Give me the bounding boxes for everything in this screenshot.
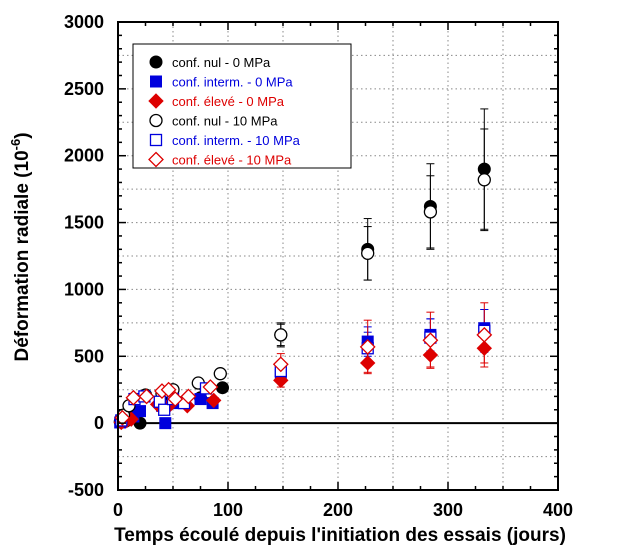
data-point [359, 355, 376, 371]
legend-label: conf. nul - 10 MPa [172, 114, 278, 129]
axis-ticks [117, 21, 559, 491]
data-point [205, 392, 222, 409]
x-tick-labels: 0 100 200 300 400 [113, 500, 573, 520]
x-tick-label: 100 [213, 500, 243, 520]
data-point [422, 347, 439, 363]
legend: conf. nul - 0 MPa conf. interm. - 0 MPa co… [132, 43, 352, 169]
data-point [138, 388, 155, 405]
legend-label: conf. élevé - 10 MPa [172, 153, 292, 168]
y-axis-title-main: Déformation radiale (10 [12, 150, 33, 361]
data-point [125, 389, 142, 406]
legend-label: conf. nul - 0 MPa [172, 55, 271, 70]
legend-marker [148, 151, 164, 168]
data-point [476, 326, 493, 343]
y-tick-label: 1500 [64, 213, 104, 233]
data-point [134, 405, 146, 418]
data-point [359, 339, 376, 355]
data-point [423, 205, 438, 219]
y-tick-label: 1000 [64, 279, 104, 299]
x-tick-label: 0 [113, 500, 123, 520]
data-point [158, 403, 171, 416]
data-point [180, 388, 197, 405]
data-point [422, 332, 439, 349]
y-axis-title: Déformation radiale (10-6) [8, 132, 33, 361]
y-axis-title-exponent: -6 [8, 139, 23, 151]
y-tick-labels: -500 0 500 1000 1500 2000 2500 3000 [64, 12, 104, 500]
data-point [216, 381, 229, 395]
x-tick-label: 300 [433, 500, 463, 520]
data-point [274, 328, 288, 342]
legend-box [132, 43, 352, 169]
x-axis-title: Temps écoulé depuis l'initiation des ess… [114, 525, 566, 546]
legend-label: conf. interm. - 10 MPa [172, 133, 301, 148]
y-tick-label: 3000 [64, 12, 104, 32]
legend-marker [149, 55, 163, 69]
legend-marker [150, 75, 162, 88]
y-tick-label: -500 [68, 480, 104, 500]
data-point [213, 367, 227, 381]
data-point [194, 393, 207, 406]
y-tick-label: 2000 [64, 146, 104, 166]
data-point [477, 173, 491, 187]
data-point [476, 340, 493, 356]
data-point [202, 379, 219, 395]
y-axis-title-suffix: ) [12, 132, 33, 138]
legend-marker [149, 133, 163, 147]
legend-marker [148, 93, 164, 109]
y-tick-label: 500 [74, 346, 104, 366]
data-point [361, 246, 375, 260]
data-point [272, 356, 289, 373]
legend-marker [149, 113, 163, 128]
data-point [159, 417, 172, 430]
legend-label: conf. interm. - 0 MPa [172, 75, 293, 90]
x-tick-label: 400 [543, 500, 573, 520]
y-tick-label: 0 [94, 413, 104, 433]
data-point [160, 381, 177, 398]
y-tick-label: 2500 [64, 79, 104, 99]
data-point [167, 391, 184, 407]
x-tick-label: 200 [323, 500, 353, 520]
legend-label: conf. élevé - 0 MPa [172, 94, 285, 109]
